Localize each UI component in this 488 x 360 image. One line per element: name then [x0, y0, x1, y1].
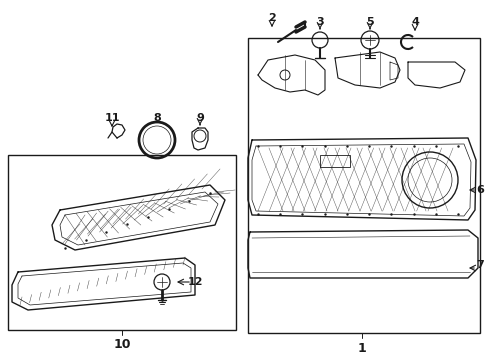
- Text: 2: 2: [267, 13, 275, 23]
- Text: 12: 12: [187, 277, 203, 287]
- Text: 11: 11: [104, 113, 120, 123]
- Bar: [8, 155, 236, 330]
- Bar: [247, 38, 479, 333]
- Text: 3: 3: [316, 17, 323, 27]
- Text: 5: 5: [366, 17, 373, 27]
- Text: 9: 9: [196, 113, 203, 123]
- Text: 10: 10: [113, 338, 130, 351]
- Text: 4: 4: [410, 17, 418, 27]
- Text: 6: 6: [475, 185, 483, 195]
- Bar: [319, 155, 349, 167]
- Text: 8: 8: [153, 113, 161, 123]
- Text: 1: 1: [357, 342, 366, 355]
- Text: 7: 7: [475, 260, 483, 270]
